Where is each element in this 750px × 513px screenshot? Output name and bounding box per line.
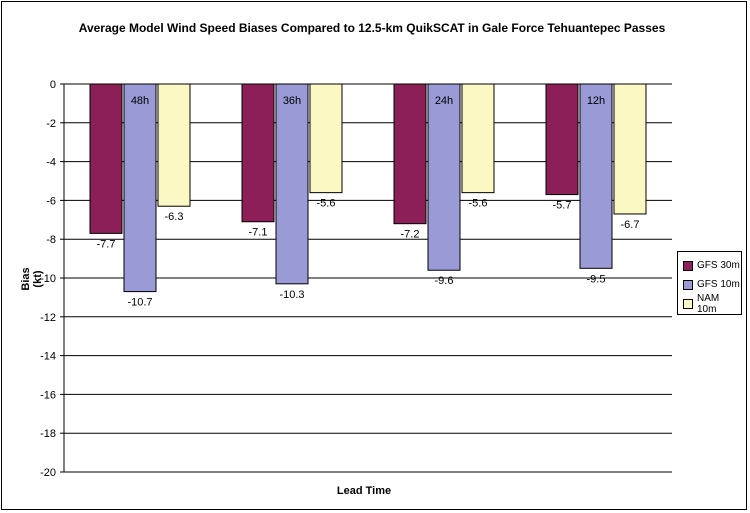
y-tick-label: -16 (40, 389, 56, 401)
y-tick-label: -8 (46, 234, 56, 246)
bar-gfs-30m (241, 83, 275, 223)
bar-gfs-30m (393, 83, 427, 225)
legend-swatch-gfs-10m (683, 279, 693, 290)
legend-label-nam-10m: NAM 10m (697, 292, 720, 315)
y-tick-label: -14 (40, 351, 56, 363)
bar-nam-10m (157, 83, 191, 207)
legend: GFS 30m GFS 10m NAM 10m (677, 251, 742, 315)
x-axis-label: Lead Time (336, 485, 392, 497)
legend-item-gfs-30m: GFS 30m (683, 256, 741, 275)
data-label: -6.3 (165, 211, 184, 223)
data-label: -7.1 (249, 227, 268, 239)
category-label: 36h (283, 95, 301, 107)
legend-label-gfs-10m: GFS 10m (697, 279, 740, 290)
legend-swatch-gfs-30m (683, 260, 693, 271)
bar-nam-10m (613, 83, 647, 215)
y-tick-label: -2 (46, 118, 56, 130)
category-label: 48h (131, 95, 149, 107)
legend-swatch-nam-10m (683, 298, 693, 309)
y-tick-label: -6 (46, 195, 56, 207)
data-label: -7.2 (401, 229, 420, 241)
y-tick-label: -20 (40, 467, 56, 479)
data-label: -5.6 (317, 198, 336, 210)
bar-nam-10m (461, 83, 495, 194)
data-label: -7.7 (97, 238, 116, 250)
y-tick-label: -18 (40, 428, 56, 440)
legend-label-gfs-30m: GFS 30m (697, 260, 740, 271)
bar-gfs-30m (89, 83, 123, 234)
chart-title: Average Model Wind Speed Biases Compared… (78, 21, 666, 35)
legend-item-gfs-10m: GFS 10m (683, 275, 741, 294)
bar-gfs-10m (579, 83, 613, 269)
bar-gfs-30m (545, 83, 579, 196)
category-label: 12h (587, 95, 605, 107)
y-tick-label: 0 (50, 79, 56, 91)
y-tick-label: -4 (46, 157, 56, 169)
bar-gfs-10m (275, 83, 309, 285)
bar-gfs-10m (427, 83, 461, 271)
bar-nam-10m (309, 83, 343, 194)
bar-gfs-10m (123, 83, 157, 293)
data-label: -6.7 (621, 219, 640, 231)
y-tick-label: -12 (40, 312, 56, 324)
data-label: -10.3 (279, 289, 304, 301)
data-label: -9.5 (587, 273, 606, 285)
data-label: -5.7 (553, 200, 572, 212)
legend-item-nam-10m: NAM 10m (683, 292, 741, 315)
y-tick-label: -10 (40, 273, 56, 285)
data-label: -9.6 (435, 275, 454, 287)
category-label: 24h (435, 95, 453, 107)
data-label: -5.6 (469, 198, 488, 210)
data-label: -10.7 (127, 297, 152, 309)
